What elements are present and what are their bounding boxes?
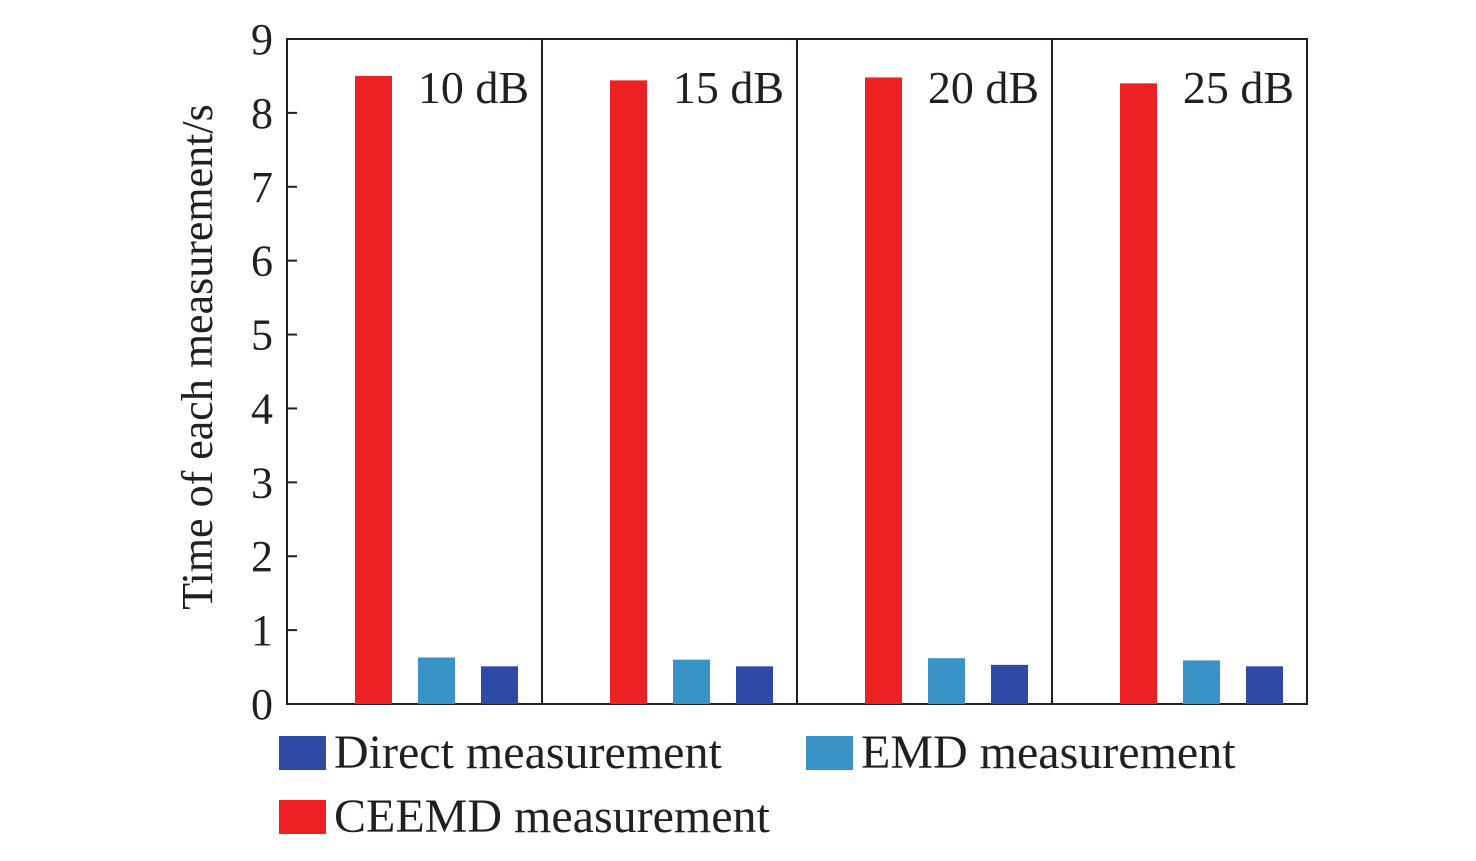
bar-ceemd-measurement-10db [355,75,392,704]
legend-swatch [806,736,853,770]
bar-direct-measurement-25db [1246,666,1283,704]
y-axis-title: Time of each measurement/s [173,104,222,609]
panel-label: 20 dB [928,62,1039,113]
legend-label: CEEMD measurement [334,790,771,843]
bar-ceemd-measurement-15db [610,80,647,704]
legend-swatch [279,736,326,770]
y-axis: 0 1 2 3 4 5 6 7 8 9 [251,15,297,729]
y-tick-label: 5 [251,311,273,360]
bar-direct-measurement-20db [991,664,1028,704]
bar-emd-measurement-15db [673,659,710,704]
y-tick-label: 7 [251,163,273,212]
bars [355,75,1283,705]
y-tick-label: 6 [251,237,273,286]
y-tick-label: 8 [251,89,273,138]
y-tick-label: 3 [251,458,273,507]
y-tick-label: 1 [251,606,273,655]
bar-emd-measurement-10db [418,657,455,704]
bar-direct-measurement-15db [736,666,773,704]
panel-label: 15 dB [673,62,784,113]
y-tick-label: 9 [251,15,273,64]
bar-direct-measurement-10db [481,666,518,704]
legend-label: Direct measurement [334,726,722,779]
bar-ceemd-measurement-20db [865,77,902,704]
y-tick-label: 4 [251,384,273,433]
legend-swatch [279,800,326,834]
bar-emd-measurement-20db [928,658,965,704]
bar-ceemd-measurement-25db [1120,83,1157,705]
panel-label: 25 dB [1183,62,1294,113]
panel-labels: 10 dB 15 dB 20 dB 25 dB [418,62,1294,113]
legend-label: EMD measurement [861,726,1236,779]
legend: Direct measurement EMD measurement CEEMD m… [279,726,1236,843]
y-tick-label: 0 [251,680,273,729]
bar-emd-measurement-25db [1183,660,1220,704]
y-tick-label: 2 [251,532,273,581]
panel-label: 10 dB [418,62,529,113]
plot-frame [286,38,1308,705]
